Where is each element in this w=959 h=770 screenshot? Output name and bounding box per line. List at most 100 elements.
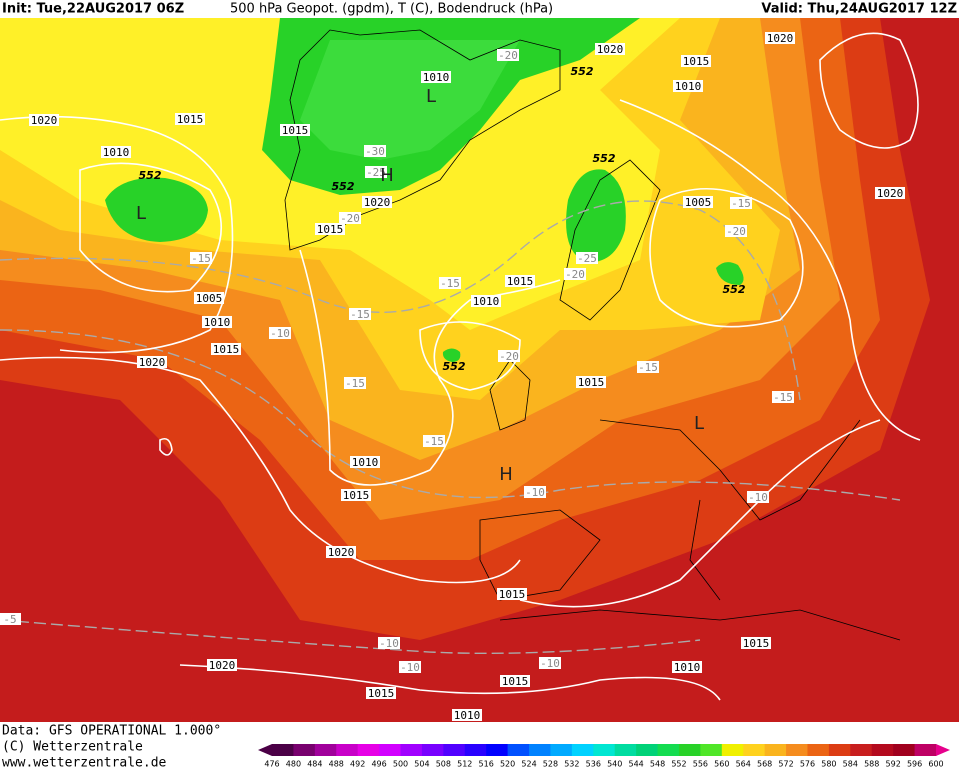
colorbar-cell [571, 744, 594, 756]
colorbar-label: 508 [436, 760, 451, 769]
colorbar-cell [593, 744, 616, 756]
label-box [344, 377, 366, 389]
pressure-label: 1010 [423, 71, 450, 84]
colorbar-label: 544 [628, 760, 643, 769]
colorbar-cell [486, 744, 509, 756]
pressure-label: 1020 [209, 659, 236, 672]
temperature-label: -20 [340, 212, 360, 225]
label-box [364, 145, 386, 157]
pressure-label: 1020 [767, 32, 794, 45]
pressure-center: L [426, 86, 436, 107]
label-box [498, 350, 520, 362]
pressure-label: 1005 [196, 292, 223, 305]
pressure-label: 1010 [473, 295, 500, 308]
temperature-label: -15 [773, 391, 793, 404]
colorbar-cell [828, 744, 851, 756]
label-box [637, 361, 659, 373]
temperature-label: -20 [498, 49, 518, 62]
temperature-label: -25 [577, 252, 597, 265]
colorbar-label: 516 [479, 760, 494, 769]
label-box [29, 114, 59, 126]
valid-time: Valid: Thu,24AUG2017 12Z [761, 2, 957, 17]
colorbar-label: 540 [607, 760, 622, 769]
colorbar-arrow-right [936, 744, 950, 756]
label-box [194, 292, 224, 304]
pressure-label: 1010 [103, 146, 130, 159]
pressure-label: 1015 [502, 675, 529, 688]
colorbar-label: 488 [329, 760, 344, 769]
colorbar-arrow-left [258, 744, 272, 756]
colorbar-label: 524 [521, 760, 536, 769]
colorbar-label: 512 [457, 760, 472, 769]
colorbar-cell [614, 744, 637, 756]
pressure-center: L [694, 413, 704, 434]
pressure-label: 1015 [177, 113, 204, 126]
pressure-label: 1020 [31, 114, 58, 127]
temperature-isolines [0, 200, 901, 655]
colorbar-label: 584 [843, 760, 858, 769]
geopotential-label: 552 [593, 152, 616, 165]
colorbar-label: 520 [500, 760, 515, 769]
colorbar-label: 588 [864, 760, 879, 769]
temperature-label: -30 [365, 145, 385, 158]
colorbar-label: 568 [757, 760, 772, 769]
colorbar-cell [550, 744, 573, 756]
data-source: Data: GFS OPERATIONAL 1.000° [2, 724, 221, 739]
temperature-label: -15 [731, 197, 751, 210]
temperature-label: -15 [424, 435, 444, 448]
colorbar-label: 492 [350, 760, 365, 769]
colorbar-label: 548 [650, 760, 665, 769]
geopotential-label: 552 [332, 180, 355, 193]
pressure-center: H [499, 464, 513, 485]
temperature-label: -10 [270, 327, 290, 340]
init-time: Init: Tue,22AUG2017 06Z [2, 2, 184, 17]
label-box [202, 316, 232, 328]
temperature-label: -15 [440, 277, 460, 290]
colorbar-label: 596 [907, 760, 922, 769]
label-box [725, 225, 747, 237]
colorbar-label: 532 [564, 760, 579, 769]
label-box [341, 489, 371, 501]
colorbar-cell [721, 744, 744, 756]
label-box [269, 327, 291, 339]
colorbar-cell [850, 744, 873, 756]
label-box [524, 486, 546, 498]
label-box [564, 268, 586, 280]
colorbar-cell [871, 744, 894, 756]
colorbar-label: 556 [693, 760, 708, 769]
label-box [439, 277, 461, 289]
label-box [207, 659, 237, 671]
copyright: (C) Wetterzentrale [2, 740, 143, 755]
label-box [399, 661, 421, 673]
geopotential-label: 552 [139, 169, 162, 182]
pressure-label: 1020 [597, 43, 624, 56]
geopotential-label: 552 [571, 65, 594, 78]
colorbar-label: 484 [307, 760, 322, 769]
colorbar-cell [507, 744, 530, 756]
colorbar-cell [529, 744, 551, 756]
pressure-label: 1015 [368, 687, 395, 700]
temperature-label: -10 [540, 657, 560, 670]
label-box [326, 546, 356, 558]
label-box [366, 687, 396, 699]
pressure-label: 1020 [328, 546, 355, 559]
label-box [539, 657, 561, 669]
map-fields [0, 18, 959, 722]
pressure-label: 1015 [683, 55, 710, 68]
label-box [741, 637, 771, 649]
pressure-label: 1020 [139, 356, 166, 369]
colorbar-cell [400, 744, 423, 756]
colorbar-cell [272, 744, 294, 756]
pressure-label: 1010 [675, 80, 702, 93]
label-box [683, 196, 713, 208]
pressure-label: 1015 [213, 343, 240, 356]
colorbar-cell [379, 744, 402, 756]
label-box [421, 71, 451, 83]
label-box [362, 196, 392, 208]
label-box [101, 146, 131, 158]
website: www.wetterzentrale.de [2, 756, 167, 770]
colorbar-cell [743, 744, 766, 756]
pressure-label: 1015 [282, 124, 309, 137]
label-box [471, 295, 501, 307]
label-box [747, 491, 769, 503]
